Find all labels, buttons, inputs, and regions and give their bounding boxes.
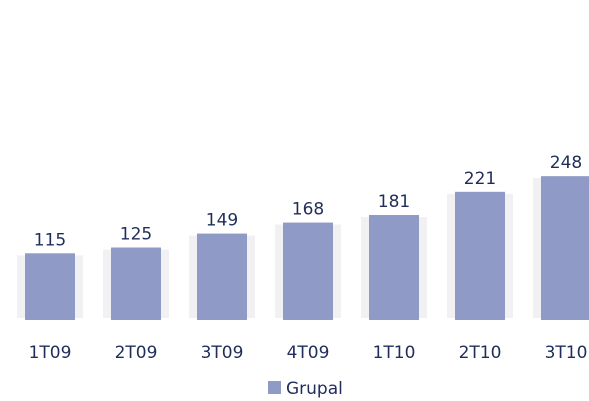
bar <box>369 215 419 320</box>
bar <box>541 176 589 320</box>
data-label: 181 <box>378 192 410 212</box>
x-tick-label: 4T09 <box>287 343 330 363</box>
data-label: 115 <box>34 230 66 250</box>
x-tick-label: 1T10 <box>373 343 416 363</box>
data-label: 125 <box>120 225 152 245</box>
bar <box>283 222 333 320</box>
x-tick-label: 3T10 <box>545 343 588 363</box>
legend-swatch <box>268 381 281 394</box>
bar <box>25 253 75 320</box>
data-label: 248 <box>550 153 582 173</box>
x-tick-label: 2T10 <box>459 343 502 363</box>
x-tick-label: 1T09 <box>29 343 72 363</box>
bar <box>455 191 505 320</box>
data-label: 168 <box>292 200 324 220</box>
legend-label: Grupal <box>286 379 343 399</box>
x-tick-label: 3T09 <box>201 343 244 363</box>
bar <box>197 233 247 320</box>
bar <box>111 247 161 320</box>
x-tick-label: 2T09 <box>115 343 158 363</box>
data-label: 221 <box>464 169 496 189</box>
data-label: 149 <box>206 211 238 231</box>
